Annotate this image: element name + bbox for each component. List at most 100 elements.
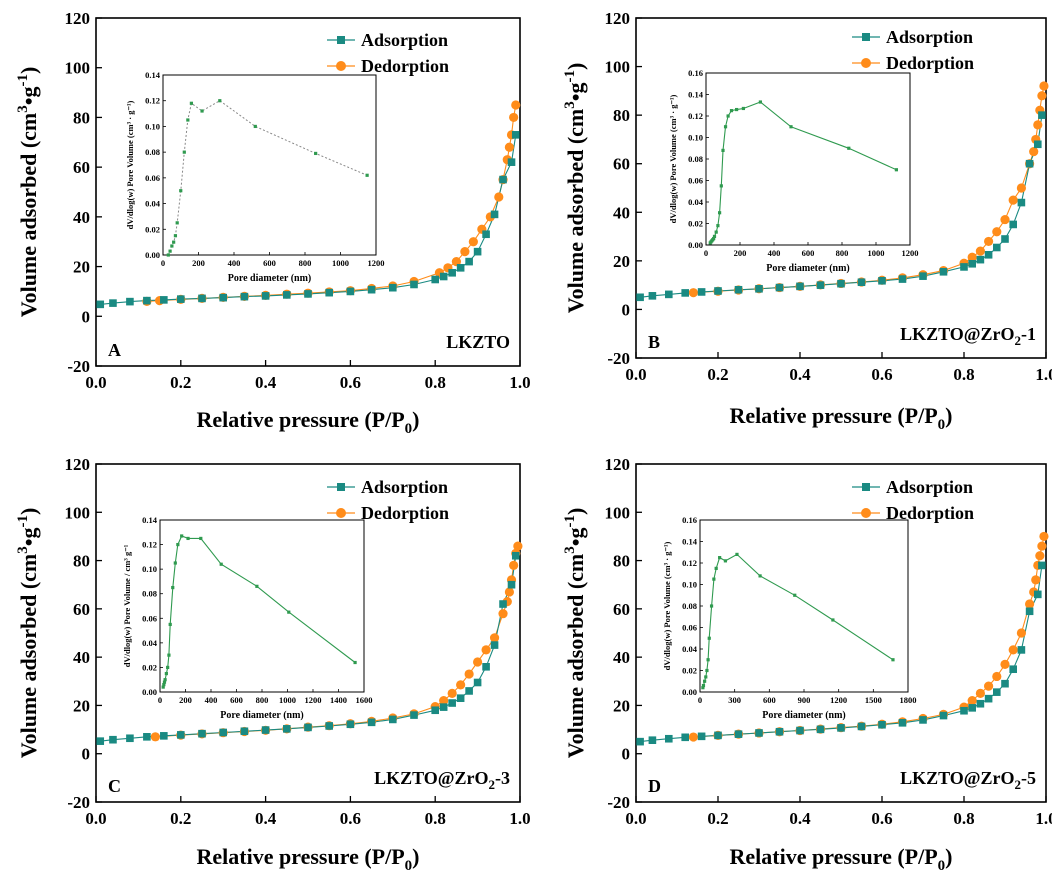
inset-point: [166, 665, 170, 670]
inset-y-tick-label: 0.10: [145, 121, 160, 131]
inset-x-tick-label: 400: [228, 258, 241, 268]
desorption-point: [1037, 541, 1047, 551]
adsorption-point: [837, 724, 845, 732]
desorption-point: [984, 681, 994, 691]
adsorption-point: [857, 278, 866, 287]
inset-point: [705, 668, 709, 673]
inset-point: [173, 234, 178, 238]
inset-point: [723, 559, 728, 563]
inset-point: [793, 593, 797, 597]
desorption-point: [1033, 120, 1043, 130]
inset-point: [704, 675, 708, 679]
adsorption-point: [96, 737, 105, 745]
adsorption-point: [648, 736, 657, 744]
inset-x-tick-label: 1800: [900, 695, 917, 705]
adsorption-point: [878, 720, 886, 729]
inset-point: [353, 660, 357, 665]
adsorption-point: [919, 716, 927, 724]
inset-y-tick-label: 0.16: [688, 68, 703, 78]
legend: Adsorption Dedorption: [852, 477, 974, 523]
adsorption-point: [439, 703, 448, 711]
panel-letter: A: [108, 340, 121, 360]
inset-point: [718, 211, 722, 215]
x-axis-label: Relative pressure (P/P0): [730, 403, 953, 433]
adsorption-point: [960, 706, 968, 715]
adsorption-point: [636, 293, 644, 302]
inset-y-tick-label: 0.00: [145, 250, 160, 260]
x-axis-label: Relative pressure (P/P0): [197, 407, 420, 437]
inset-y-tick-label: 0.04: [142, 638, 158, 648]
desorption-point: [473, 657, 483, 667]
desorption-point: [504, 587, 514, 597]
inset-point: [729, 109, 734, 113]
legend-adsorption-marker: [862, 33, 870, 41]
adsorption-point: [499, 600, 507, 608]
legend-adsorption-label: Adsorption: [361, 477, 448, 497]
desorption-point: [967, 696, 977, 706]
adsorption-point: [304, 723, 312, 732]
legend: Adsorption Dedorption: [327, 477, 449, 523]
inset-y-tick-label: 0.12: [142, 540, 157, 550]
adsorption-point: [456, 264, 465, 272]
inset-y-tick-label: 0.00: [142, 687, 157, 697]
adsorption-point: [304, 290, 312, 298]
adsorption-point: [1034, 140, 1042, 149]
x-tick-label: 1.0: [1035, 809, 1052, 828]
x-tick-label: 0.6: [340, 809, 361, 828]
adsorption-point: [1017, 198, 1026, 207]
legend-adsorption-label: Adsorption: [361, 30, 448, 50]
x-tick-label: 0.8: [425, 373, 446, 392]
legend: Adsorption Dedorption: [852, 27, 974, 73]
inset-point: [170, 244, 174, 248]
desorption-point: [494, 192, 504, 202]
inset-point: [706, 658, 710, 662]
inset-y-tick-label: 0.08: [682, 601, 697, 611]
inset-x-tick-label: 600: [763, 695, 776, 705]
inset-y-tick-label: 0.10: [682, 580, 697, 590]
sample-label: LKZTO: [446, 332, 510, 352]
adsorption-point: [648, 292, 657, 300]
inset-y-tick-label: 0.08: [142, 589, 157, 599]
x-tick-label: 1.0: [1035, 365, 1052, 384]
adsorption-point: [482, 663, 490, 671]
x-tick-label: 0.0: [625, 809, 646, 828]
adsorption-point: [198, 294, 206, 303]
y-tick-label: 120: [605, 9, 631, 28]
legend-desorption-marker: [336, 508, 346, 518]
legend-desorption-label: Dedorption: [886, 503, 974, 523]
inset-point: [287, 610, 291, 614]
inset-y-tick-label: 0.06: [688, 176, 703, 186]
x-tick-label: 0.2: [170, 373, 191, 392]
adsorption-point: [177, 295, 185, 303]
y-axis-label: Volume adsorbed (cm3•g-1): [562, 508, 588, 759]
inset-x-tick-label: 200: [192, 258, 205, 268]
inset-point: [894, 168, 898, 172]
inset-x-tick-label: 1200: [368, 258, 385, 268]
inset-y-axis-label: dV/dlog(w) Pore Volume / cm³ g⁻¹: [122, 544, 132, 667]
x-tick-label: 0.6: [340, 373, 361, 392]
desorption-point: [447, 688, 457, 698]
sample-label: LKZTO@ZrO2-1: [900, 324, 1036, 348]
x-tick-label: 1.0: [509, 809, 530, 828]
inset-y-tick-label: 0.02: [682, 666, 697, 676]
adsorption-point: [367, 718, 376, 727]
adsorption-point: [1025, 159, 1034, 168]
inset-chart: 0 200 400 600 800 1000 1200 1400 1600 0.00 0.02 0.0…: [122, 515, 373, 721]
adsorption-line: [640, 565, 1043, 743]
legend-desorption-label: Dedorption: [886, 53, 974, 73]
desorption-point: [509, 112, 519, 123]
y-axis-label: Volume adsorbed (cm3•g-1): [15, 67, 41, 318]
inset-x-tick-label: 0: [698, 695, 702, 705]
adsorption-point: [109, 735, 117, 744]
adsorption-point: [126, 734, 134, 743]
desorption-point: [504, 142, 514, 152]
inset-point: [164, 671, 168, 676]
inset-point: [789, 125, 793, 129]
adsorption-point: [714, 287, 722, 295]
inset-x-tick-label: 400: [205, 695, 218, 705]
y-tick-label: 0: [82, 745, 91, 764]
inset-x-tick-label: 0: [158, 695, 162, 705]
y-tick-label: -20: [67, 793, 90, 812]
inset-point: [172, 240, 176, 244]
y-tick-label: 100: [605, 58, 631, 77]
